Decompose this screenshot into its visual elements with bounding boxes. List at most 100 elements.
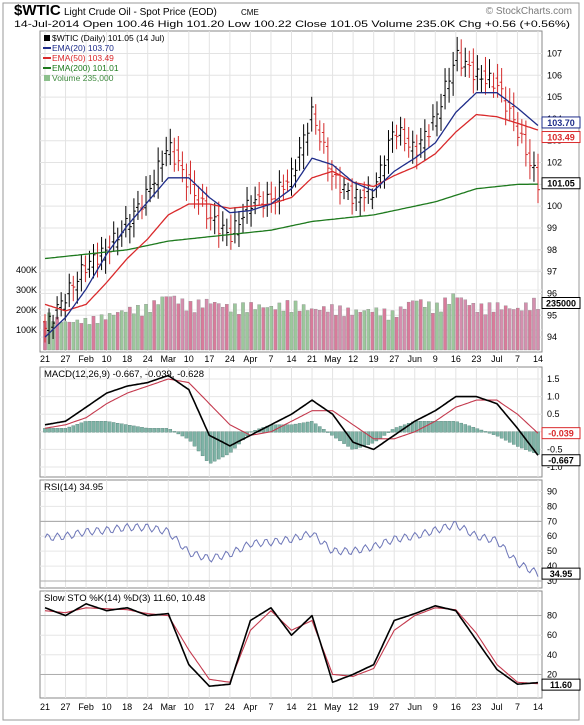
volume-bar	[402, 308, 407, 351]
macd-histogram-bar	[71, 425, 76, 433]
flag-ema20: 103.70	[547, 118, 575, 128]
volume-bar	[208, 303, 213, 351]
volume-bar	[128, 306, 132, 351]
macd-title: MACD(12,26,9) -0.667, -0.039, -0.628	[44, 369, 204, 380]
date-label-bottom: Mar	[161, 702, 177, 712]
volume-bar	[427, 301, 431, 351]
macd-histogram-bar	[406, 423, 411, 433]
rsi-tick-label: 40	[547, 561, 557, 571]
volume-bar	[512, 309, 516, 351]
volume-bar	[289, 312, 294, 351]
volume-bar	[261, 307, 265, 351]
date-label-bottom: 7	[515, 702, 520, 712]
macd-histogram-bar	[394, 427, 399, 433]
date-label-top: 19	[369, 354, 379, 364]
macd-histogram-bar	[75, 424, 80, 433]
volume-bar	[95, 323, 100, 351]
macd-histogram-bar	[249, 431, 253, 433]
volume-bar	[362, 310, 366, 351]
macd-histogram-bar	[196, 431, 201, 452]
volume-bar	[524, 302, 528, 351]
macd-histogram-bar	[192, 431, 197, 447]
macd-histogram-bar	[289, 424, 294, 433]
sto-d-line	[44, 607, 539, 685]
volume-bar	[370, 311, 375, 351]
volume-bar	[120, 310, 124, 351]
date-label-bottom: Jul	[491, 702, 503, 712]
date-label-top: 14	[533, 354, 543, 364]
volume-bar	[475, 312, 480, 351]
date-label-top: 9	[433, 354, 438, 364]
date-label-top: 27	[61, 354, 71, 364]
volume-bar	[536, 309, 540, 351]
sto-tick-label: 40	[547, 650, 557, 660]
macd-histogram-bar	[180, 431, 185, 437]
macd-histogram-bar	[144, 427, 148, 433]
volume-bar	[257, 304, 261, 351]
macd-histogram-bar	[293, 423, 298, 433]
macd-histogram-bar	[297, 423, 302, 433]
volume-bar	[293, 300, 298, 351]
date-label-bottom: 10	[102, 702, 112, 712]
volume-bar	[398, 306, 403, 351]
volume-bar	[342, 316, 346, 351]
volume-bar	[338, 305, 342, 351]
macd-histogram-bar	[475, 428, 480, 433]
macd-histogram-bar	[124, 424, 128, 433]
volume-bar	[463, 299, 468, 351]
date-label-top: Mar	[161, 354, 177, 364]
macd-line	[44, 374, 539, 456]
volume-bar	[273, 309, 278, 351]
volume-bar	[358, 311, 362, 351]
volume-bar	[451, 293, 455, 351]
volume-bar	[334, 314, 338, 351]
volume-bar	[67, 321, 71, 351]
macd-histogram-bar	[491, 431, 496, 435]
macd-histogram-bar	[59, 428, 63, 433]
date-label-top: 21	[40, 354, 50, 364]
macd-histogram-bar	[338, 431, 342, 442]
date-label-bottom: 18	[122, 702, 132, 712]
date-label-bottom: 12	[348, 702, 358, 712]
rsi-tick-label: 60	[547, 531, 557, 541]
macd-histogram-bar	[427, 421, 431, 433]
volume-bar	[103, 319, 108, 351]
volume-tick-label: 100K	[16, 325, 37, 335]
macd-tick-label: 0.5	[547, 409, 560, 419]
volume-bar	[75, 319, 80, 351]
symbol-description: Light Crude Oil - Spot Price (EOD)	[64, 7, 217, 18]
macd-histogram-bar	[156, 428, 160, 433]
volume-bar	[241, 302, 245, 351]
volume-bar	[378, 315, 383, 351]
macd-histogram-bar	[103, 421, 108, 433]
macd-histogram-bar	[536, 431, 540, 455]
date-label-bottom: Apr	[243, 702, 257, 712]
date-label-bottom: 7	[268, 702, 273, 712]
volume-bar	[435, 302, 439, 351]
volume-bar	[87, 324, 92, 351]
macd-histogram-bar	[120, 423, 124, 433]
macd-histogram-bar	[326, 431, 330, 433]
volume-bar	[503, 305, 508, 351]
volume-bar	[301, 304, 306, 351]
macd-histogram-bar	[419, 421, 423, 433]
rsi-line	[44, 521, 539, 577]
volume-bar	[180, 298, 185, 351]
flag-close: 101.05	[547, 179, 575, 189]
volume-bar	[144, 304, 148, 351]
volume-bar	[132, 313, 136, 351]
volume-bar	[196, 299, 201, 351]
date-label-bottom: 21	[307, 702, 317, 712]
legend-ema50: EMA(50) 103.49	[52, 53, 114, 63]
macd-histogram-bar	[233, 431, 237, 449]
volume-bar	[346, 307, 350, 351]
macd-histogram-bar	[43, 428, 47, 433]
volume-bar	[111, 314, 116, 351]
rsi-tick-label: 80	[547, 501, 557, 511]
date-label-top: 7	[515, 354, 520, 364]
volume-bar	[285, 300, 290, 351]
flag-macd: -0.667	[548, 456, 574, 466]
macd-histogram-bar	[471, 427, 476, 433]
macd-histogram-bar	[467, 425, 472, 433]
macd-histogram-bar	[507, 431, 512, 443]
